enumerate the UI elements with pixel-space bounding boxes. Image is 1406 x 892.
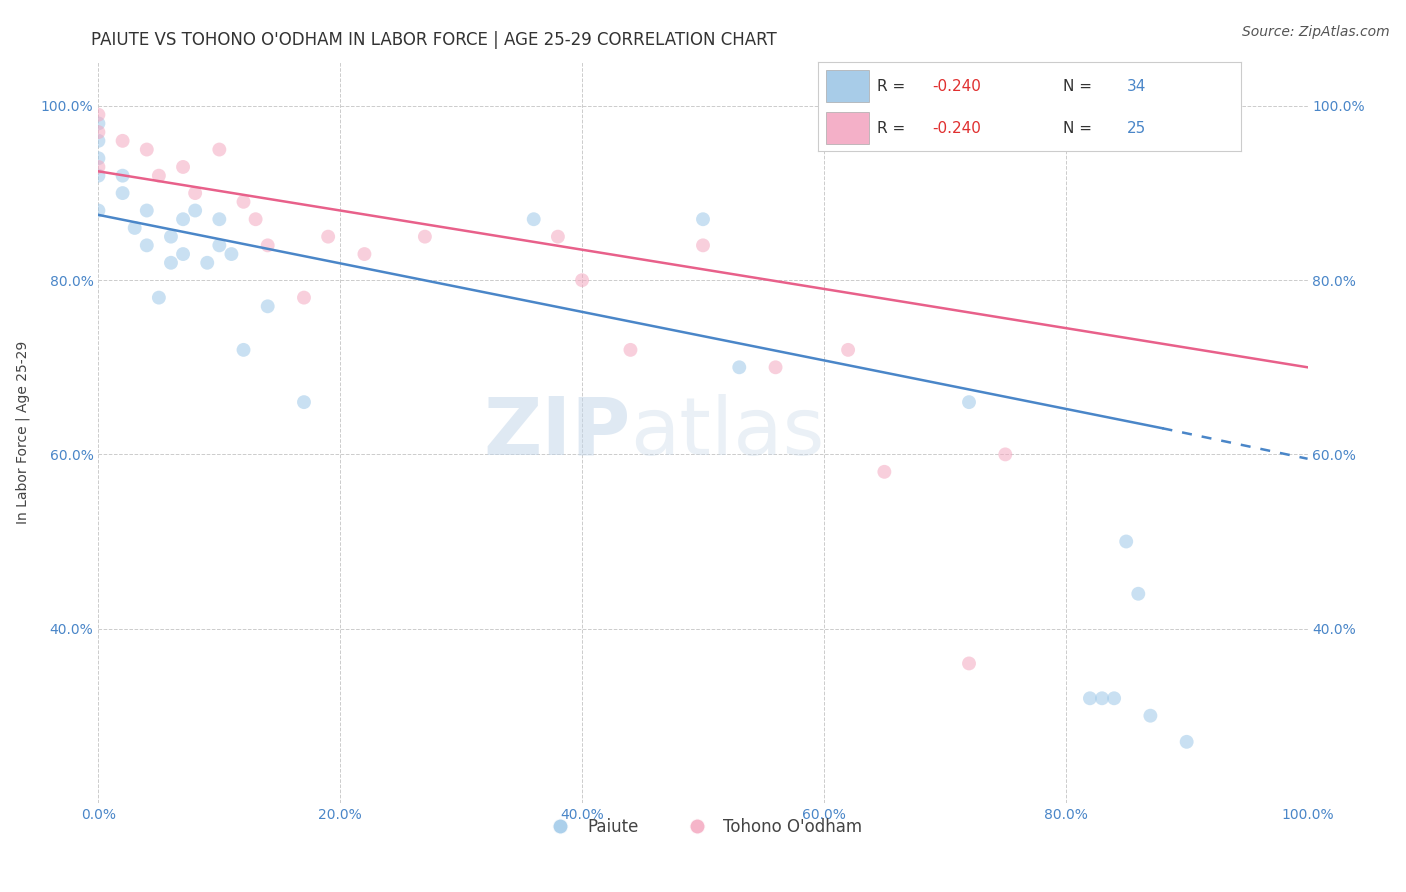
Point: [1102, 691, 1125, 706]
Point: [413, 229, 436, 244]
Point: [1078, 691, 1101, 706]
Point: [292, 291, 315, 305]
Text: PAIUTE VS TOHONO O'ODHAM IN LABOR FORCE | AGE 25-29 CORRELATION CHART: PAIUTE VS TOHONO O'ODHAM IN LABOR FORCE …: [91, 31, 778, 49]
Point: [195, 256, 218, 270]
Point: [1115, 534, 1137, 549]
Point: [208, 238, 231, 252]
Point: [1128, 587, 1150, 601]
Point: [728, 360, 751, 375]
Point: [184, 186, 207, 200]
Point: [692, 238, 714, 252]
Point: [87, 203, 110, 218]
Point: [619, 343, 641, 357]
Point: [692, 212, 714, 227]
Point: [135, 143, 157, 157]
Point: [523, 212, 546, 227]
Point: [87, 151, 110, 165]
Text: atlas: atlas: [630, 393, 825, 472]
Legend: Paiute, Tohono O'odham: Paiute, Tohono O'odham: [537, 811, 869, 843]
Point: [87, 160, 110, 174]
Point: [994, 447, 1017, 461]
Point: [87, 125, 110, 139]
Point: [547, 229, 569, 244]
Point: [160, 256, 183, 270]
Point: [172, 212, 194, 227]
Point: [135, 203, 157, 218]
Point: [957, 395, 980, 409]
Text: ZIP: ZIP: [484, 393, 630, 472]
Point: [256, 238, 278, 252]
Point: [172, 247, 194, 261]
Text: Source: ZipAtlas.com: Source: ZipAtlas.com: [1241, 25, 1389, 39]
Point: [221, 247, 243, 261]
Point: [765, 360, 787, 375]
Point: [957, 657, 980, 671]
Point: [124, 221, 146, 235]
Point: [87, 116, 110, 130]
Point: [232, 194, 254, 209]
Point: [135, 238, 157, 252]
Point: [87, 169, 110, 183]
Point: [111, 169, 134, 183]
Point: [353, 247, 375, 261]
Point: [1175, 735, 1198, 749]
Point: [232, 343, 254, 357]
Point: [245, 212, 267, 227]
Point: [837, 343, 859, 357]
Point: [87, 134, 110, 148]
Point: [111, 186, 134, 200]
Y-axis label: In Labor Force | Age 25-29: In Labor Force | Age 25-29: [15, 341, 30, 524]
Point: [571, 273, 593, 287]
Point: [111, 134, 134, 148]
Point: [208, 212, 231, 227]
Point: [292, 395, 315, 409]
Point: [160, 229, 183, 244]
Point: [148, 169, 170, 183]
Point: [184, 203, 207, 218]
Point: [316, 229, 339, 244]
Point: [1091, 691, 1114, 706]
Point: [208, 143, 231, 157]
Point: [148, 291, 170, 305]
Point: [1139, 708, 1161, 723]
Point: [256, 299, 278, 313]
Point: [172, 160, 194, 174]
Point: [87, 108, 110, 122]
Point: [873, 465, 896, 479]
